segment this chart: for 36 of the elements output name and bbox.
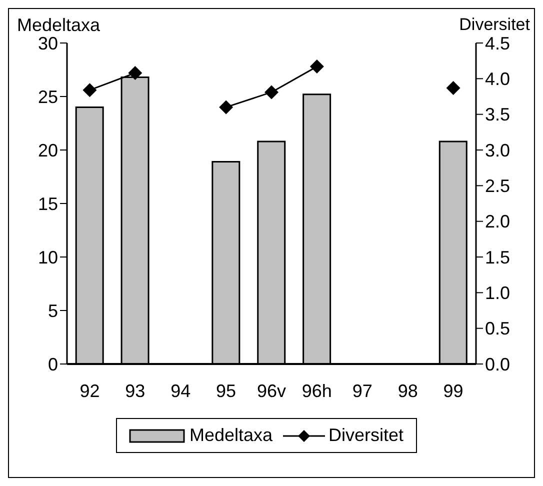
point — [128, 66, 142, 80]
legend-label: Medeltaxa — [189, 425, 273, 446]
point — [219, 100, 234, 114]
y-tick-label: 20 — [38, 140, 58, 160]
y-tick-label: 0 — [48, 354, 58, 374]
y-axis-title: Medeltaxa — [17, 15, 100, 36]
x-tick-label: 99 — [443, 380, 464, 401]
x-tick-label: 96h — [302, 380, 332, 401]
x-tick-label: 98 — [398, 380, 418, 401]
y-tick-label: 25 — [38, 86, 58, 107]
y2-tick-label: 0.0 — [485, 354, 510, 374]
y2-tick-label: 0.5 — [485, 318, 510, 339]
y2-tick-label: 4.0 — [485, 69, 510, 90]
y2-tick-label: 3.0 — [485, 140, 510, 160]
y2-tick-label: 2.5 — [485, 176, 510, 196]
y2-tick-label: 1.5 — [485, 247, 510, 268]
y2-tick-label: 4.5 — [485, 33, 510, 54]
x-tick-label: 97 — [352, 380, 372, 401]
x-tick-label: 96v — [256, 380, 286, 401]
legend-label: Diversitet — [328, 425, 404, 446]
point — [446, 80, 460, 95]
x-tick-label: 95 — [216, 380, 236, 401]
point — [264, 85, 278, 100]
y2-tick-label: 2.0 — [485, 212, 510, 232]
point — [82, 83, 97, 98]
y2-axis-title: Diversitet — [459, 15, 530, 35]
y-tick-label: 15 — [38, 194, 58, 214]
y2-tick-label: 1.0 — [485, 283, 510, 304]
point — [310, 60, 324, 74]
y2-tick-label: 3.5 — [485, 104, 510, 125]
x-tick-label: 94 — [170, 380, 191, 401]
x-tick-label: 92 — [80, 380, 100, 401]
y-tick-label: 30 — [38, 33, 58, 54]
x-tick-label: 93 — [125, 380, 146, 401]
y-tick-label: 5 — [48, 300, 58, 321]
y-tick-label: 10 — [38, 247, 58, 268]
